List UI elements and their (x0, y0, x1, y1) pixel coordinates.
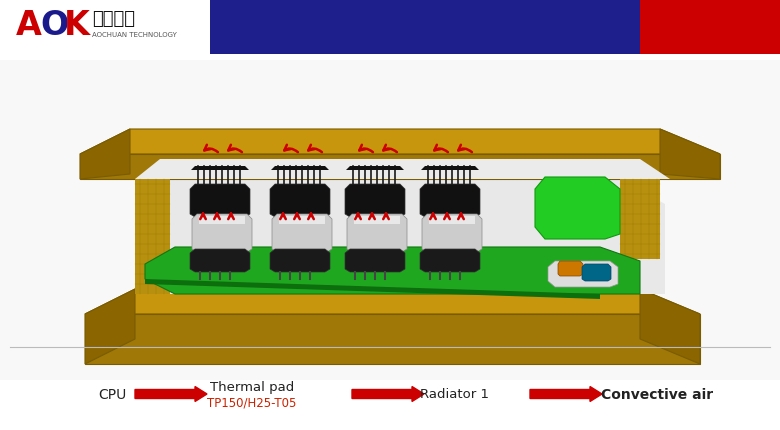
Bar (210, 0, 640, 55)
Polygon shape (420, 249, 480, 272)
Polygon shape (270, 249, 330, 272)
Text: TP150/H25-T05: TP150/H25-T05 (207, 396, 296, 408)
Polygon shape (279, 216, 325, 224)
Text: CPU: CPU (98, 387, 126, 401)
Text: Convective air: Convective air (601, 387, 713, 401)
Polygon shape (345, 184, 405, 218)
Polygon shape (620, 180, 660, 259)
Text: AOCHUAN TECHNOLOGY: AOCHUAN TECHNOLOGY (92, 32, 177, 38)
Polygon shape (558, 261, 583, 276)
Text: A: A (16, 9, 42, 41)
Polygon shape (582, 264, 611, 281)
Text: O: O (40, 9, 69, 41)
Polygon shape (199, 216, 245, 224)
Polygon shape (135, 180, 170, 294)
Polygon shape (421, 166, 479, 171)
Polygon shape (271, 166, 329, 171)
Polygon shape (85, 289, 700, 314)
FancyArrow shape (530, 387, 602, 402)
Polygon shape (548, 261, 618, 287)
Polygon shape (135, 180, 665, 294)
Polygon shape (190, 184, 250, 218)
Polygon shape (135, 160, 670, 180)
FancyArrow shape (352, 387, 424, 402)
Polygon shape (85, 314, 700, 364)
Polygon shape (270, 184, 330, 218)
Polygon shape (640, 289, 700, 364)
FancyArrow shape (135, 387, 207, 402)
Polygon shape (191, 166, 249, 171)
Polygon shape (80, 130, 130, 180)
Polygon shape (354, 216, 400, 224)
Polygon shape (535, 178, 620, 240)
Polygon shape (80, 130, 720, 155)
Polygon shape (145, 280, 600, 299)
Bar (0, 61, 780, 380)
Polygon shape (85, 289, 135, 364)
Text: Radiator 1: Radiator 1 (420, 387, 490, 401)
Polygon shape (145, 247, 640, 294)
Bar (640, 0, 780, 55)
Text: Thermal pad: Thermal pad (210, 381, 294, 393)
Polygon shape (190, 249, 250, 272)
Polygon shape (420, 184, 480, 218)
Polygon shape (660, 130, 720, 180)
Text: K: K (64, 9, 90, 41)
Polygon shape (272, 215, 332, 252)
Polygon shape (346, 166, 404, 171)
Polygon shape (80, 155, 720, 180)
Polygon shape (347, 215, 407, 252)
Polygon shape (422, 215, 482, 252)
Polygon shape (192, 215, 252, 252)
Polygon shape (345, 249, 405, 272)
Text: 傲川科技: 傲川科技 (92, 10, 135, 28)
Polygon shape (429, 216, 475, 224)
